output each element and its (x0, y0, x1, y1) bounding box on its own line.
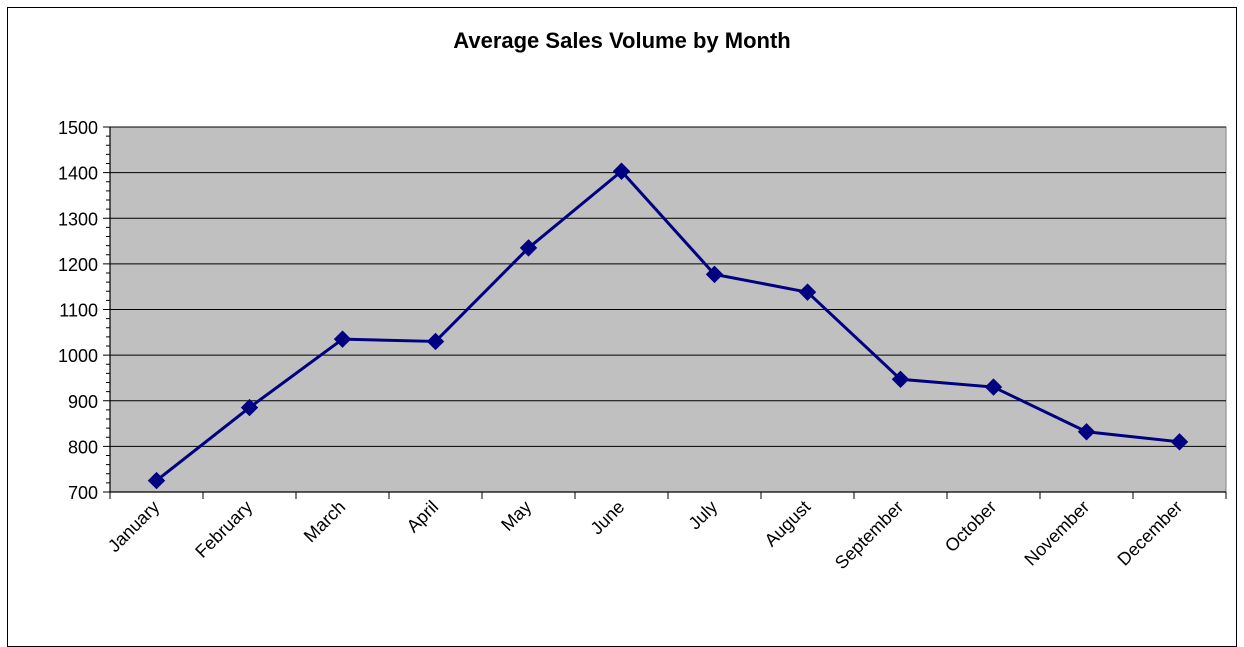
x-tick-label-october: October (941, 497, 1000, 556)
x-tick-label-january: January (104, 497, 163, 556)
data-point-april (426, 332, 445, 351)
y-tick-label: 700 (68, 483, 98, 503)
data-point-february (240, 398, 259, 417)
x-tick-label-april: April (403, 497, 443, 537)
x-tick-label-march: March (300, 497, 350, 547)
axes (103, 126, 1227, 499)
series-line-0 (155, 169, 1180, 482)
y-tick-label: 900 (68, 392, 98, 412)
y-tick-label: 1400 (58, 164, 98, 184)
x-tick-label-may: May (497, 497, 535, 535)
data-point-september (891, 370, 910, 389)
x-tick-label-june: June (587, 497, 629, 539)
y-tick-labels: 700 800 900 1000 1100 1200 1300 1400 1500 (58, 118, 98, 503)
x-tick-label-september: September (831, 497, 907, 573)
data-point-august (798, 283, 817, 301)
line-chart: 700 800 900 1000 1100 1200 1300 1400 1500 Januar… (58, 118, 1227, 573)
x-tick-labels: January February March April May June July Augu… (104, 497, 1186, 573)
data-point-may (519, 239, 538, 257)
data-point-march (333, 330, 352, 348)
chart-title: Average Sales Volume by Month (453, 28, 791, 53)
data-point-december (1170, 433, 1189, 451)
x-tick-label-november: November (1020, 497, 1093, 570)
data-point-october (984, 378, 1003, 396)
y-tick-label: 1300 (58, 209, 98, 229)
data-point-january (147, 471, 166, 490)
x-tick-label-december: December (1113, 497, 1186, 570)
series-group (147, 162, 1189, 490)
y-tick-label: 1200 (58, 255, 98, 275)
x-tick-label-february: February (191, 497, 256, 562)
x-tick-label-august: August (761, 497, 815, 551)
x-tick-label-july: July (685, 497, 722, 534)
y-tick-label: 800 (68, 437, 98, 457)
grid-lines (110, 126, 1226, 447)
y-tick-label: 1500 (58, 118, 98, 138)
data-point-july (705, 265, 724, 284)
y-tick-label: 1100 (59, 301, 98, 321)
data-point-november (1077, 423, 1096, 441)
data-point-june (612, 162, 631, 180)
y-tick-label: 1000 (58, 346, 98, 366)
